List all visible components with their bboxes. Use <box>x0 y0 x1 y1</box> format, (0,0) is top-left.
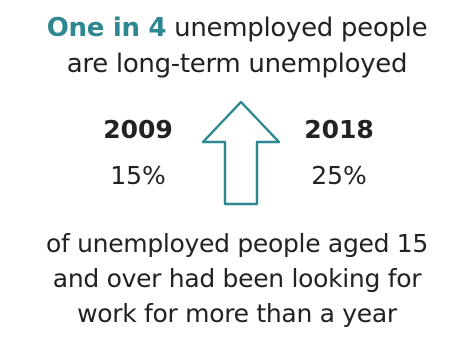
stat-value-right: 25% <box>311 161 367 190</box>
stat-value-left: 15% <box>110 161 166 190</box>
headline-line-1: One in 4 unemployed people <box>0 10 474 46</box>
headline-line-2: are long-term unemployed <box>66 49 408 79</box>
footer-line-1: of unemployed people aged 15 <box>45 229 429 258</box>
stat-year-right: 2018 <box>304 115 374 144</box>
stat-year-left: 2009 <box>103 115 173 144</box>
stat-2018: 2018 25% <box>279 113 399 193</box>
footer-line-3: work for more than a year <box>77 299 397 328</box>
headline: One in 4 unemployed people are long-term… <box>0 10 474 82</box>
stat-2009: 2009 15% <box>78 113 198 193</box>
up-arrow-icon <box>201 100 281 206</box>
headline-accent: One in 4 <box>46 13 167 43</box>
footer-description: of unemployed people aged 15 and over ha… <box>0 226 474 331</box>
headline-line-1-rest: unemployed people <box>166 13 428 43</box>
footer-line-2: and over had been looking for <box>52 264 422 293</box>
